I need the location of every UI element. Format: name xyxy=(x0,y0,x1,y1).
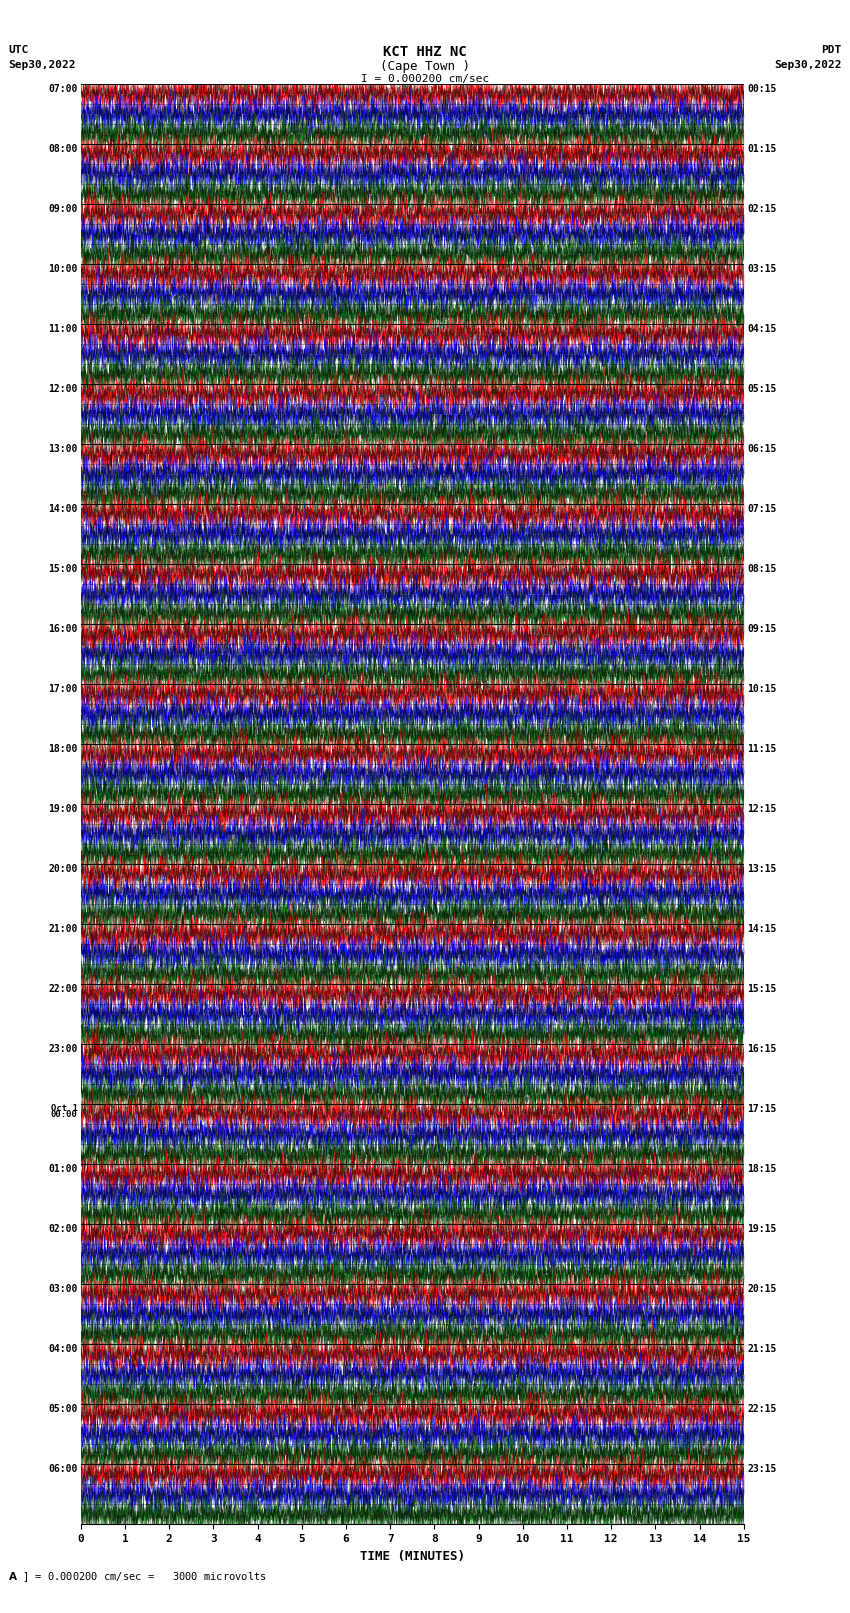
Text: 01:15: 01:15 xyxy=(747,144,776,153)
Text: 10:00: 10:00 xyxy=(48,265,77,274)
Text: 04:00: 04:00 xyxy=(48,1344,77,1355)
Text: 19:15: 19:15 xyxy=(747,1224,776,1234)
Text: 20:15: 20:15 xyxy=(747,1284,776,1294)
Text: 11:00: 11:00 xyxy=(48,324,77,334)
Text: 02:15: 02:15 xyxy=(747,203,776,215)
Text: 07:15: 07:15 xyxy=(747,503,776,515)
Text: PDT: PDT xyxy=(821,45,842,55)
Text: 07:00: 07:00 xyxy=(48,84,77,94)
Text: 17:15: 17:15 xyxy=(747,1105,776,1115)
Text: Oct 1: Oct 1 xyxy=(50,1105,77,1113)
Text: 04:15: 04:15 xyxy=(747,324,776,334)
Text: 06:00: 06:00 xyxy=(48,1465,77,1474)
Text: 06:15: 06:15 xyxy=(747,444,776,453)
Text: 18:15: 18:15 xyxy=(747,1165,776,1174)
Text: 00:00: 00:00 xyxy=(50,1110,77,1119)
Text: 16:00: 16:00 xyxy=(48,624,77,634)
Text: I = 0.000200 cm/sec: I = 0.000200 cm/sec xyxy=(361,74,489,84)
Text: 17:00: 17:00 xyxy=(48,684,77,694)
Text: 03:15: 03:15 xyxy=(747,265,776,274)
Text: 00:15: 00:15 xyxy=(747,84,776,94)
Text: 19:00: 19:00 xyxy=(48,803,77,815)
Text: 11:15: 11:15 xyxy=(747,744,776,753)
Text: 15:00: 15:00 xyxy=(48,565,77,574)
Text: 22:15: 22:15 xyxy=(747,1405,776,1415)
Text: 02:00: 02:00 xyxy=(48,1224,77,1234)
Text: 23:00: 23:00 xyxy=(48,1044,77,1055)
Text: 05:00: 05:00 xyxy=(48,1405,77,1415)
X-axis label: TIME (MINUTES): TIME (MINUTES) xyxy=(360,1550,465,1563)
Text: Sep30,2022: Sep30,2022 xyxy=(774,60,842,69)
Text: 20:00: 20:00 xyxy=(48,865,77,874)
Text: 08:00: 08:00 xyxy=(48,144,77,153)
Text: Sep30,2022: Sep30,2022 xyxy=(8,60,76,69)
Text: 05:15: 05:15 xyxy=(747,384,776,394)
Text: 14:15: 14:15 xyxy=(747,924,776,934)
Text: UTC: UTC xyxy=(8,45,29,55)
Text: 12:15: 12:15 xyxy=(747,803,776,815)
Text: 12:00: 12:00 xyxy=(48,384,77,394)
Text: 23:15: 23:15 xyxy=(747,1465,776,1474)
Text: 21:00: 21:00 xyxy=(48,924,77,934)
Text: 15:15: 15:15 xyxy=(747,984,776,994)
Text: 21:15: 21:15 xyxy=(747,1344,776,1355)
Text: 18:00: 18:00 xyxy=(48,744,77,753)
Text: 09:00: 09:00 xyxy=(48,203,77,215)
Text: $\bf{A}$ ] = 0.000200 cm/sec =   3000 microvolts: $\bf{A}$ ] = 0.000200 cm/sec = 3000 micr… xyxy=(8,1569,268,1584)
Text: (Cape Town ): (Cape Town ) xyxy=(380,60,470,73)
Text: 14:00: 14:00 xyxy=(48,503,77,515)
Text: 08:15: 08:15 xyxy=(747,565,776,574)
Text: KCT HHZ NC: KCT HHZ NC xyxy=(383,45,467,60)
Text: 13:15: 13:15 xyxy=(747,865,776,874)
Text: 09:15: 09:15 xyxy=(747,624,776,634)
Text: 10:15: 10:15 xyxy=(747,684,776,694)
Text: 01:00: 01:00 xyxy=(48,1165,77,1174)
Text: 16:15: 16:15 xyxy=(747,1044,776,1055)
Text: 03:00: 03:00 xyxy=(48,1284,77,1294)
Text: 13:00: 13:00 xyxy=(48,444,77,453)
Text: 22:00: 22:00 xyxy=(48,984,77,994)
